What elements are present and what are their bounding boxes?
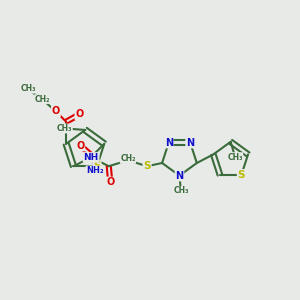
Text: O: O — [106, 177, 114, 188]
Text: CH₃: CH₃ — [173, 186, 189, 195]
Text: NH₂: NH₂ — [86, 166, 104, 175]
Text: CH₂: CH₂ — [120, 154, 136, 163]
Text: N: N — [186, 138, 194, 148]
Text: S: S — [93, 161, 101, 171]
Text: CH₃: CH₃ — [227, 153, 243, 162]
Text: S: S — [143, 161, 151, 171]
Text: NH: NH — [83, 153, 99, 162]
Text: CH₂: CH₂ — [35, 94, 50, 103]
Text: O: O — [76, 141, 85, 151]
Text: CH₃: CH₃ — [57, 124, 72, 133]
Text: S: S — [238, 170, 245, 180]
Text: O: O — [75, 110, 84, 119]
Text: N: N — [165, 138, 173, 148]
Text: CH₃: CH₃ — [20, 84, 36, 93]
Text: O: O — [52, 106, 60, 116]
Text: N: N — [176, 171, 184, 181]
